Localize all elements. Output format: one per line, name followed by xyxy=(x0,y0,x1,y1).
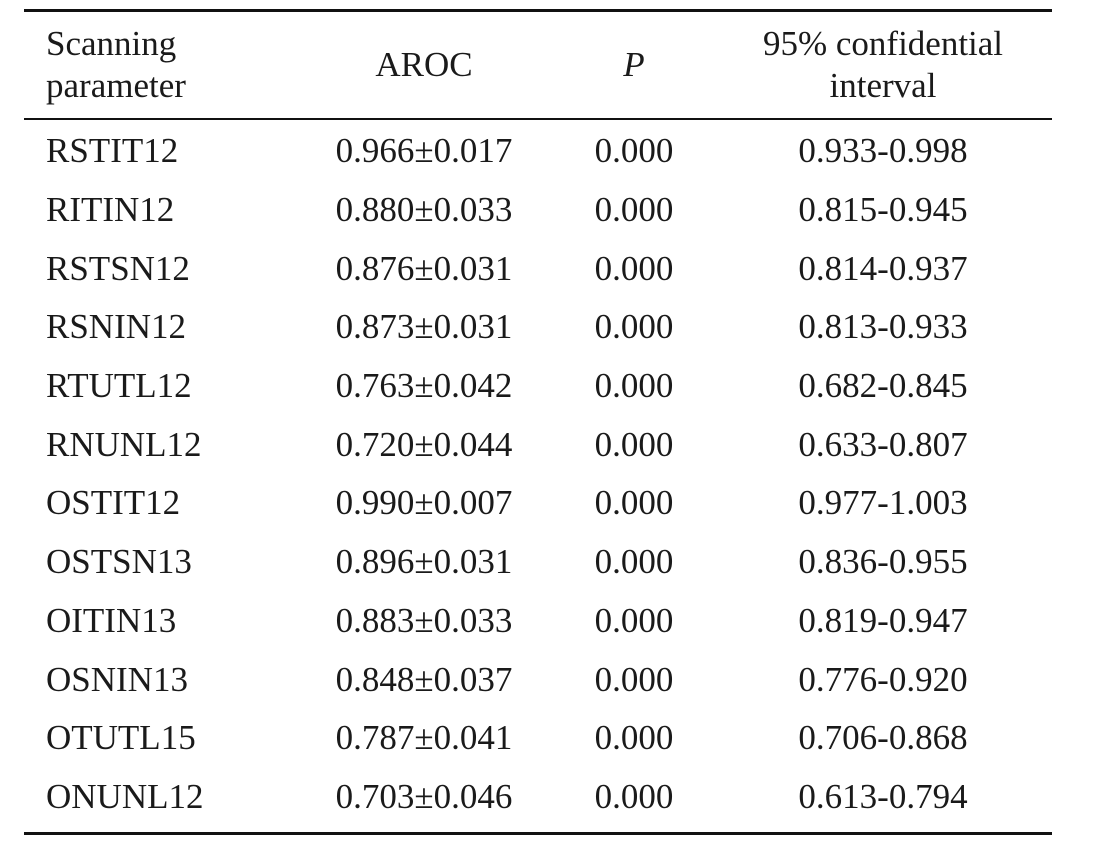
cell-scanning-parameter: OTUTL15 xyxy=(46,718,196,758)
cell-aroc: 0.848±0.037 xyxy=(335,659,513,699)
cell-scanning-parameter: RSNIN12 xyxy=(46,307,187,347)
cell-p-value: 0.000 xyxy=(594,307,674,347)
table-header-row: Scanning parameter AROC P 95% confidenti… xyxy=(24,12,1052,118)
cell-confidence-interval: 0.613-0.794 xyxy=(798,776,968,816)
cell-confidence-interval: 0.776-0.920 xyxy=(798,659,968,699)
cell-scanning-parameter: RSTIT12 xyxy=(46,131,179,171)
header-p: P xyxy=(623,45,645,84)
cell-scanning-parameter: OSTSN13 xyxy=(46,542,192,582)
table-body: RSTIT12 0.966±0.017 0.000 0.933-0.998 RITIN1… xyxy=(24,120,1052,832)
cell-confidence-interval: 0.706-0.868 xyxy=(798,718,968,758)
table-top-rule xyxy=(24,9,1052,12)
cell-confidence-interval: 0.933-0.998 xyxy=(798,131,968,171)
cell-p-value: 0.000 xyxy=(594,659,674,699)
table-row: OSNIN13 0.848±0.037 0.000 0.776-0.920 xyxy=(24,650,1052,709)
table-row: RTUTL12 0.763±0.042 0.000 0.682-0.845 xyxy=(24,357,1052,416)
cell-confidence-interval: 0.819-0.947 xyxy=(798,600,968,640)
cell-scanning-parameter: OITIN13 xyxy=(46,600,177,640)
cell-scanning-parameter: RITIN12 xyxy=(46,190,175,230)
table-row: RITIN12 0.880±0.033 0.000 0.815-0.945 xyxy=(24,181,1052,240)
cell-aroc: 0.873±0.031 xyxy=(335,307,513,347)
table-row: RSTSN12 0.876±0.031 0.000 0.814-0.937 xyxy=(24,239,1052,298)
cell-p-value: 0.000 xyxy=(594,424,674,464)
cell-p-value: 0.000 xyxy=(594,600,674,640)
cell-scanning-parameter: RSTSN12 xyxy=(46,248,190,288)
header-col1-line1: Scanning xyxy=(46,24,177,63)
cell-p-value: 0.000 xyxy=(594,190,674,230)
table-header-rule xyxy=(24,118,1052,120)
cell-scanning-parameter: OSTIT12 xyxy=(46,483,181,523)
cell-p-value: 0.000 xyxy=(594,483,674,523)
cell-scanning-parameter: RTUTL12 xyxy=(46,366,192,406)
cell-p-value: 0.000 xyxy=(594,718,674,758)
cell-scanning-parameter: ONUNL12 xyxy=(46,776,204,816)
header-scanning-parameter: Scanning parameter xyxy=(24,23,294,107)
cell-p-value: 0.000 xyxy=(594,131,674,171)
cell-p-value: 0.000 xyxy=(594,366,674,406)
cell-p-value: 0.000 xyxy=(594,248,674,288)
table-row: OITIN13 0.883±0.033 0.000 0.819-0.947 xyxy=(24,592,1052,651)
cell-aroc: 0.703±0.046 xyxy=(335,776,513,816)
cell-aroc: 0.896±0.031 xyxy=(335,542,513,582)
header-aroc: AROC xyxy=(375,45,473,84)
table-row: RNUNL12 0.720±0.044 0.000 0.633-0.807 xyxy=(24,415,1052,474)
cell-aroc: 0.990±0.007 xyxy=(335,483,513,523)
cell-aroc: 0.876±0.031 xyxy=(335,248,513,288)
cell-confidence-interval: 0.814-0.937 xyxy=(798,248,968,288)
header-col1-line2: parameter xyxy=(46,66,186,105)
table-row: RSTIT12 0.966±0.017 0.000 0.933-0.998 xyxy=(24,122,1052,181)
table-row: OSTIT12 0.990±0.007 0.000 0.977-1.003 xyxy=(24,474,1052,533)
cell-aroc: 0.787±0.041 xyxy=(335,718,513,758)
cell-confidence-interval: 0.633-0.807 xyxy=(798,424,968,464)
data-table: Scanning parameter AROC P 95% confidenti… xyxy=(24,9,1052,836)
table-row: OTUTL15 0.787±0.041 0.000 0.706-0.868 xyxy=(24,709,1052,768)
table-row: OSTSN13 0.896±0.031 0.000 0.836-0.955 xyxy=(24,533,1052,592)
cell-p-value: 0.000 xyxy=(594,776,674,816)
header-confidence-interval: 95% confidential interval xyxy=(714,23,1052,107)
table-row: ONUNL12 0.703±0.046 0.000 0.613-0.794 xyxy=(24,768,1052,827)
cell-confidence-interval: 0.813-0.933 xyxy=(798,307,968,347)
cell-aroc: 0.720±0.044 xyxy=(335,424,513,464)
table-row: RSNIN12 0.873±0.031 0.000 0.813-0.933 xyxy=(24,298,1052,357)
table-bottom-rule xyxy=(24,832,1052,836)
cell-aroc: 0.763±0.042 xyxy=(335,366,513,406)
cell-confidence-interval: 0.836-0.955 xyxy=(798,542,968,582)
cell-aroc: 0.880±0.033 xyxy=(335,190,513,230)
cell-p-value: 0.000 xyxy=(594,542,674,582)
header-col4-line1: 95% confidential xyxy=(762,24,1004,63)
cell-scanning-parameter: RNUNL12 xyxy=(46,424,202,464)
cell-aroc: 0.883±0.033 xyxy=(335,600,513,640)
cell-aroc: 0.966±0.017 xyxy=(335,131,513,171)
cell-confidence-interval: 0.815-0.945 xyxy=(798,190,968,230)
header-col4-line2: interval xyxy=(829,66,937,105)
cell-confidence-interval: 0.682-0.845 xyxy=(798,366,968,406)
cell-scanning-parameter: OSNIN13 xyxy=(46,659,188,699)
cell-confidence-interval: 0.977-1.003 xyxy=(798,483,968,523)
